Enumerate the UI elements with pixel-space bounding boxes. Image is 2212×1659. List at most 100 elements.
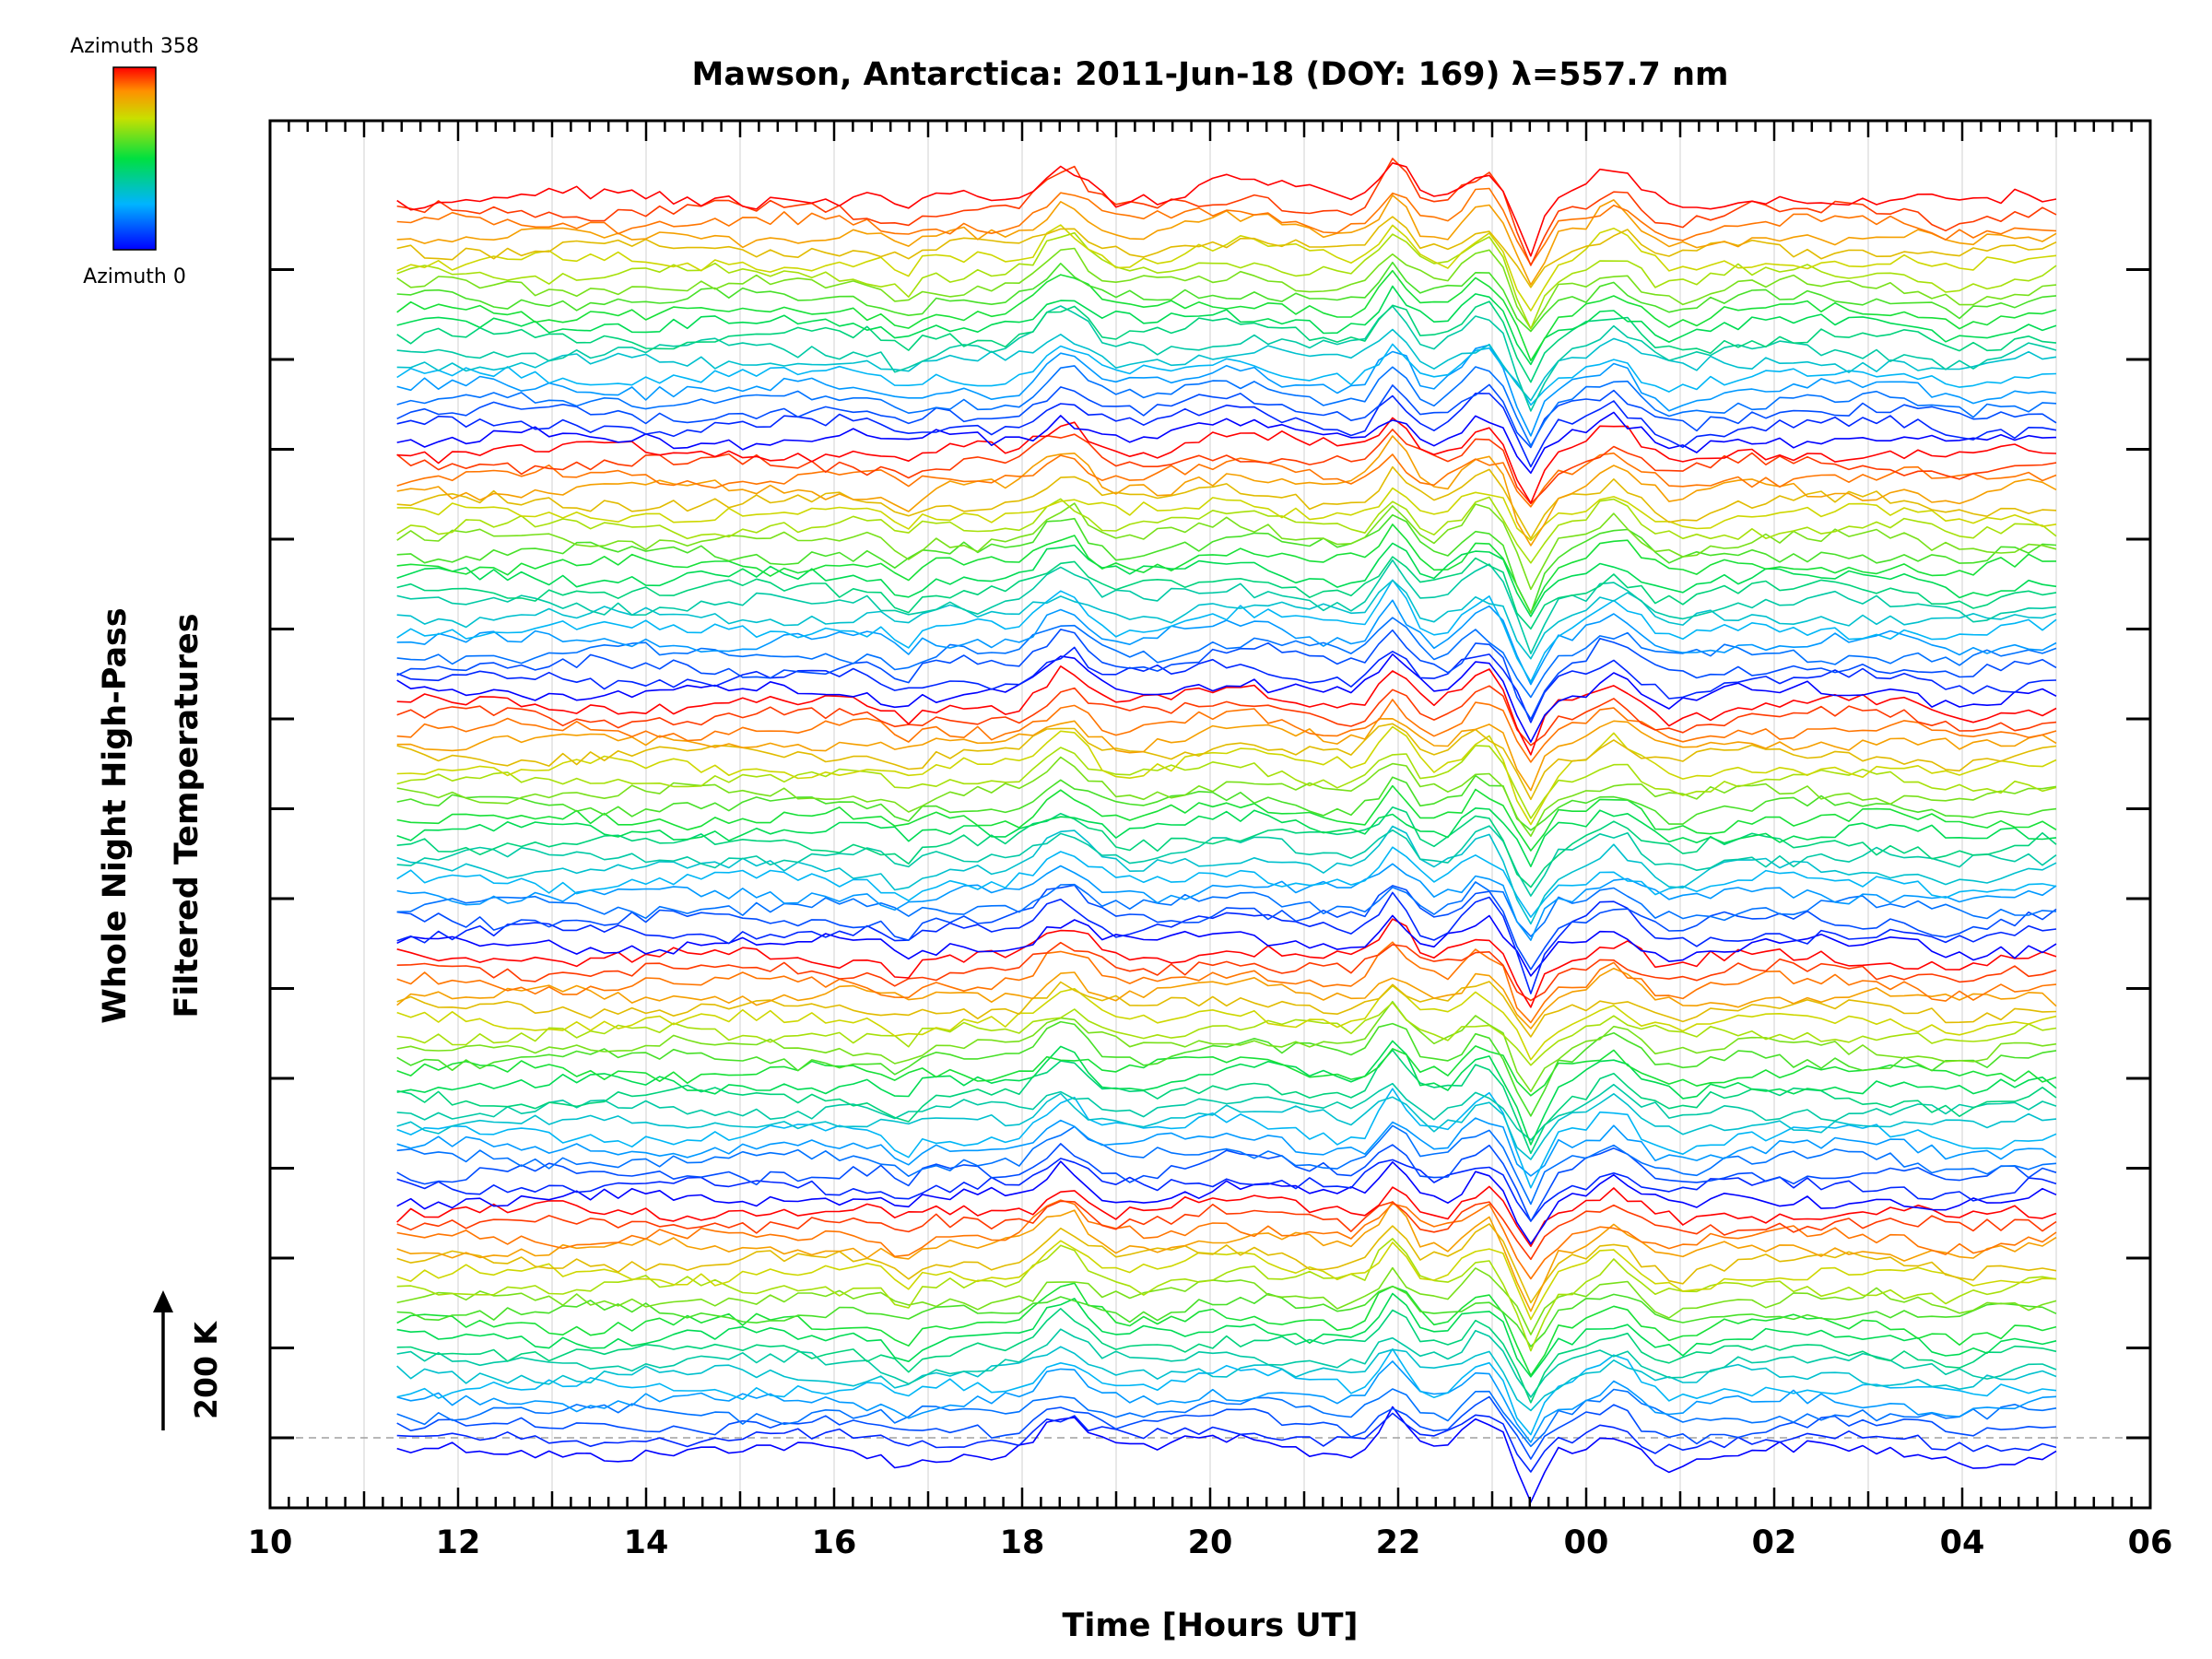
x-tick-label: 10 [248,1524,293,1561]
temperature-trace [396,1282,2057,1377]
temperature-trace [396,365,2057,447]
temperature-trace [396,1412,2057,1473]
temperature-trace [396,224,2057,312]
temperature-trace [396,784,2057,852]
x-tick-label: 04 [1940,1524,1985,1561]
x-tick-label: 14 [624,1524,669,1561]
colorbar: Azimuth 358 Azimuth 0 [70,35,199,288]
colorbar-top-label: Azimuth 358 [70,35,199,58]
temperature-trace [396,725,2057,826]
x-tick-label: 18 [1000,1524,1045,1561]
temperature-trace [396,914,2057,977]
temperature-trace [396,383,2057,449]
temperature-trace [396,699,2057,763]
temperature-trace [396,617,2057,699]
scale-bar-label: 200 K [188,1321,224,1419]
temperature-trace [396,162,2057,257]
scale-bar: 200 K [153,1290,224,1430]
temperature-trace [396,344,2057,437]
temperature-trace [396,579,2057,660]
temperature-trace [396,881,2057,937]
temperature-trace [396,261,2057,333]
temperature-trace [396,1292,2057,1378]
temperature-trace [396,891,2057,994]
temperature-trace [396,1088,2057,1189]
y-axis-label-line2: Filtered Temperatures [169,613,206,1018]
axis-ticks [268,121,2152,1508]
temperature-trace [396,1266,2057,1335]
temperature-trace [396,247,2057,330]
x-tick-label: 16 [812,1524,857,1561]
temperature-trace [396,1020,2057,1117]
temperature-trace [396,1346,2057,1412]
temperature-trace [396,1000,2057,1092]
temperature-trace [396,513,2057,614]
temperature-trace [396,1040,2057,1146]
temperature-trace [396,1388,2057,1448]
temperature-trace [396,411,2057,475]
temperature-trace [396,745,2057,819]
x-tick-labels: 10 12 14 16 18 20 22 00 02 04 06 [248,1524,2173,1561]
temperature-trace [396,300,2057,383]
x-tick-label: 20 [1188,1524,1233,1561]
temperature-trace [396,187,2057,265]
temperature-trace [396,984,2057,1061]
temperature-trace [396,1143,2057,1222]
x-axis-label: Time [Hours UT] [1062,1607,1358,1644]
temperature-trace [396,328,2057,402]
temperature-trace [396,1200,2057,1261]
temperature-trace [396,846,2057,918]
temperature-trace [396,417,2057,504]
temperature-trace [396,496,2057,564]
temperature-trace [396,653,2057,743]
temperature-trace [396,825,2057,925]
temperature-trace [396,629,2057,720]
temperature-trace [396,231,2057,330]
temperature-trace [396,1201,2057,1312]
temperature-trace [396,718,2057,792]
colorbar-gradient [112,66,157,251]
temperature-trace [396,1285,2057,1347]
temperature-trace [396,542,2057,618]
temperature-trace [396,305,2057,412]
temperature-trace [396,967,2057,1030]
temperature-trace [396,806,2057,888]
temperature-trace [396,825,2057,897]
temperature-trace [396,559,2057,654]
temperature-trace [396,774,2057,831]
x-tick-label: 12 [436,1524,481,1561]
vertical-grid [363,121,2057,1508]
temperature-trace [396,1308,2057,1404]
temperature-trace [396,343,2057,406]
temperature-trace [396,981,2057,1038]
temperature-trace [396,685,2057,747]
temperature-trace [396,269,2057,362]
temperature-trace [396,723,2057,801]
temperature-trace [396,158,2057,266]
y-axis-label-line1: Whole Night High-Pass [97,607,134,1023]
temperature-trace [396,216,2057,288]
temperature-trace [396,524,2057,614]
temperature-trace [396,556,2057,630]
temperature-trace [396,665,2057,756]
temperature-trace [396,502,2057,591]
temperature-trace [396,1223,2057,1304]
x-tick-label: 22 [1376,1524,1421,1561]
temperature-trace [396,1092,2057,1160]
temperature-trace [396,1160,2057,1245]
temperature-trace [396,1185,2057,1247]
x-tick-label: 02 [1752,1524,1797,1561]
temperature-trace [396,1328,2057,1398]
x-tick-label: 00 [1564,1524,1609,1561]
temperature-trace [396,1117,2057,1177]
temperature-trace [396,941,2057,1002]
temperature-trace [396,863,2057,941]
temperature-trace [396,918,2057,1008]
temperature-trace [396,452,2057,508]
temperature-trace [396,1049,2057,1155]
temperature-trace [396,646,2057,724]
x-tick-label: 06 [2128,1524,2173,1561]
temperature-trace [396,393,2057,468]
temperature-trace [396,1360,2057,1443]
